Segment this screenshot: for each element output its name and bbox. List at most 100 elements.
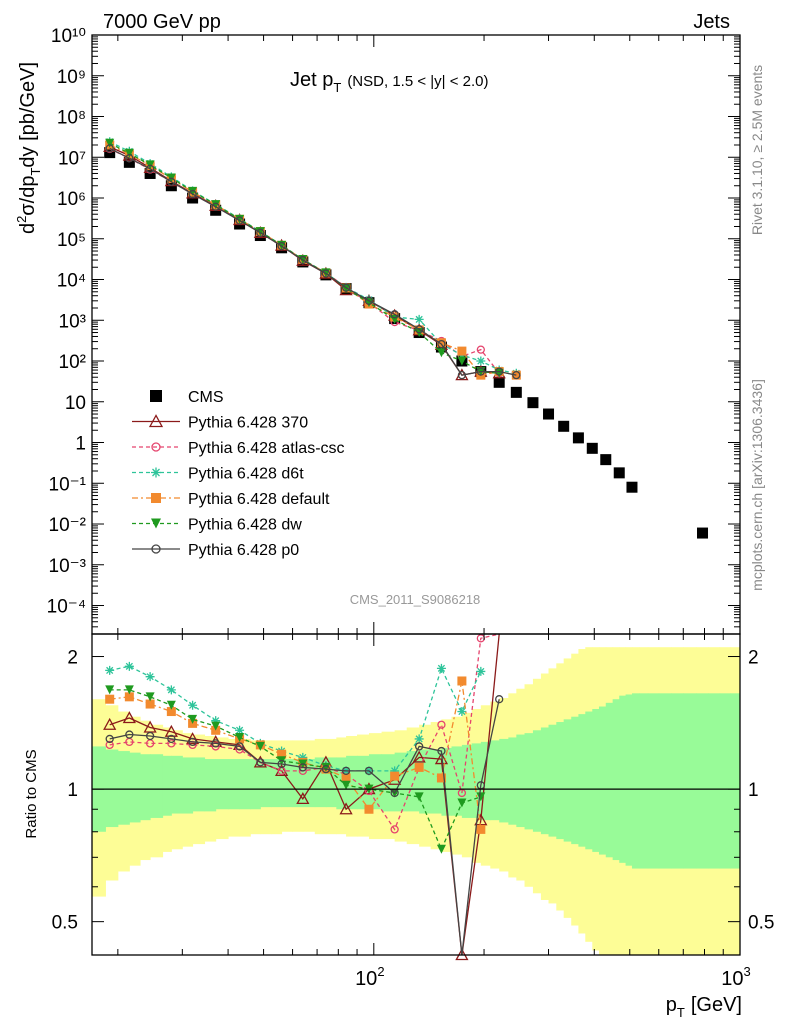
- legend-pythia-6-428-atlas-csc-label: Pythia 6.428 atlas-csc: [188, 440, 345, 457]
- main-pythia-6-428-p0-point: [145, 164, 155, 173]
- y-tick-label: 10⁻¹: [49, 474, 87, 495]
- ratio-pythia-6-428-atlas-csc-point: [437, 720, 446, 729]
- header-left: 7000 GeV pp: [103, 11, 221, 33]
- ratio-pythia-6-428-370-line: [109, 633, 500, 956]
- ratio-pythia-6-428-default-point: [390, 771, 400, 781]
- ratio-band-green: [314, 757, 327, 808]
- main-pythia-6-428-p0-point: [437, 339, 446, 349]
- ratio-band-green: [625, 694, 633, 866]
- ratio-band-green: [182, 757, 194, 814]
- legend-pythia-6-428-default-label: Pythia 6.428 default: [188, 491, 330, 508]
- main-pythia-6-428-p0-point: [321, 269, 331, 278]
- main-pythia-6-428-p0-point: [390, 310, 399, 319]
- ratio-pythia-6-428-dw-point: [255, 741, 265, 751]
- ratio-pythia-6-428-d6t-point: [124, 661, 134, 671]
- plot-title-main: Jet p: [290, 69, 333, 91]
- ratio-y-tick-label-right: 2: [748, 648, 759, 669]
- y-axis-label-ratio: Ratio to CMS: [23, 749, 40, 838]
- plot-title-detail: (NSD, 1.5 < |y| < 2.0): [347, 73, 488, 90]
- ratio-band-green: [140, 754, 151, 821]
- main-pythia-6-428-p0-point: [415, 325, 424, 334]
- ratio-pythia-6-428-d6t-point: [235, 725, 245, 735]
- ratio-band-green: [419, 749, 432, 814]
- legend-cms-label: CMS: [188, 389, 224, 406]
- watermark: CMS_2011_S9086218: [350, 592, 481, 607]
- legend-pythia-6-428-p0-label: Pythia 6.428 p0: [188, 542, 299, 559]
- ratio-pythia-6-428-d6t-point: [145, 672, 155, 682]
- ratio-pythia-6-428-d6t-point: [414, 734, 424, 744]
- y-tick-label: 10: [65, 393, 86, 414]
- y-tick-label: 10⁻³: [49, 556, 87, 577]
- ratio-pythia-6-428-370-point: [164, 724, 178, 737]
- ratio-band-green: [441, 747, 453, 816]
- ratio-band-green: [516, 734, 526, 828]
- main-pythia-6-428-dw-point: [436, 348, 446, 358]
- ratio-pythia-6-428-p0-point: [105, 734, 114, 744]
- ratio-band-green: [451, 746, 463, 816]
- ratio-band-green: [117, 751, 130, 825]
- main-cms-point: [558, 420, 570, 432]
- ratio-band-green: [578, 714, 586, 847]
- main-cms-point: [123, 156, 135, 168]
- legend-pythia-6-428-default-marker: [151, 493, 161, 503]
- ratio-band-green: [336, 757, 347, 810]
- ratio-pythia-6-428-370-point: [253, 755, 267, 768]
- y-tick-label: 10⁻²: [49, 515, 87, 536]
- main-pythia-6-428-p0-point: [277, 241, 286, 251]
- main-pythia-6-428-dw-point: [124, 148, 134, 158]
- legend-pythia-6-428-370-label: Pythia 6.428 370: [188, 415, 308, 432]
- ratio-pythia-6-428-p0-point: [211, 739, 220, 748]
- ratio-band-green: [696, 693, 709, 869]
- main-pythia-6-428-d6t-point: [414, 314, 424, 324]
- ratio-pythia-6-428-370-point: [296, 792, 310, 805]
- y-tick-label: 10⁹: [57, 67, 86, 88]
- ratio-band-green: [592, 709, 600, 852]
- ratio-band-green: [215, 759, 229, 810]
- ratio-band-green: [556, 722, 565, 840]
- ratio-pythia-6-428-p0-point: [495, 695, 504, 704]
- ratio-band-green: [708, 693, 721, 869]
- main-pythia-6-428-default-point: [511, 370, 521, 380]
- ratio-y-tick-label-right: 1: [748, 780, 759, 801]
- ratio-band-green: [480, 741, 491, 821]
- main-pythia-6-428-dw-point: [105, 138, 115, 148]
- ratio-pythia-6-428-default-point: [166, 707, 176, 717]
- ratio-pythia-6-428-default-point: [124, 692, 134, 702]
- x-axis-label: pT [GeV]: [666, 994, 742, 1020]
- main-cms-point: [493, 376, 505, 388]
- ratio-pythia-6-428-dw-point: [341, 780, 351, 790]
- ratio-pythia-6-428-dw-line: [109, 689, 481, 851]
- main-cms-point: [697, 527, 709, 539]
- ratio-band-green: [532, 730, 542, 832]
- ratio-pythia-6-428-default-point: [436, 773, 446, 783]
- ratio-band-green: [292, 759, 304, 808]
- ratio-band-green: [639, 693, 649, 869]
- ratio-band-green: [571, 716, 579, 845]
- main-pythia-6-428-p0-point: [105, 144, 114, 153]
- ratio-pythia-6-428-default-point: [341, 773, 351, 783]
- ratio-band-green: [598, 706, 607, 855]
- ratio-band-green: [647, 693, 660, 869]
- ratio-pythia-6-428-p0-point: [188, 737, 197, 747]
- y-tick-label: 10⁻⁴: [47, 597, 86, 618]
- main-pythia-6-428-p0-point: [457, 370, 467, 380]
- ratio-pythia-6-428-dw-point: [457, 798, 467, 808]
- main-pythia-6-428-p0-point: [512, 370, 521, 380]
- main-cms-point: [527, 397, 539, 409]
- main-pythia-6-428-dw-point: [457, 356, 467, 366]
- ratio-band-green: [204, 759, 217, 812]
- ratio-pythia-6-428-d6t-point: [298, 752, 308, 762]
- ratio-pythia-6-428-default-point: [145, 699, 155, 709]
- ratio-pythia-6-428-dw-point: [124, 685, 134, 695]
- y-tick-label: 10⁶: [57, 189, 86, 210]
- main-pythia-6-428-p0-point: [125, 154, 134, 163]
- ratio-band-green: [619, 695, 627, 863]
- ratio-y-tick-label: 1: [67, 780, 78, 801]
- ratio-pythia-6-428-p0-point: [321, 764, 331, 774]
- ratio-pythia-6-428-default-point: [364, 804, 374, 814]
- ratio-band-green: [548, 724, 557, 837]
- main-pythia-6-428-dw-point: [364, 298, 374, 308]
- main-pythia-6-428-default-point: [436, 338, 446, 348]
- ratio-band-green: [658, 693, 672, 869]
- legend: CMS Pythia 6.428 370 Pythia 6.428 atlas-cs…: [132, 389, 345, 559]
